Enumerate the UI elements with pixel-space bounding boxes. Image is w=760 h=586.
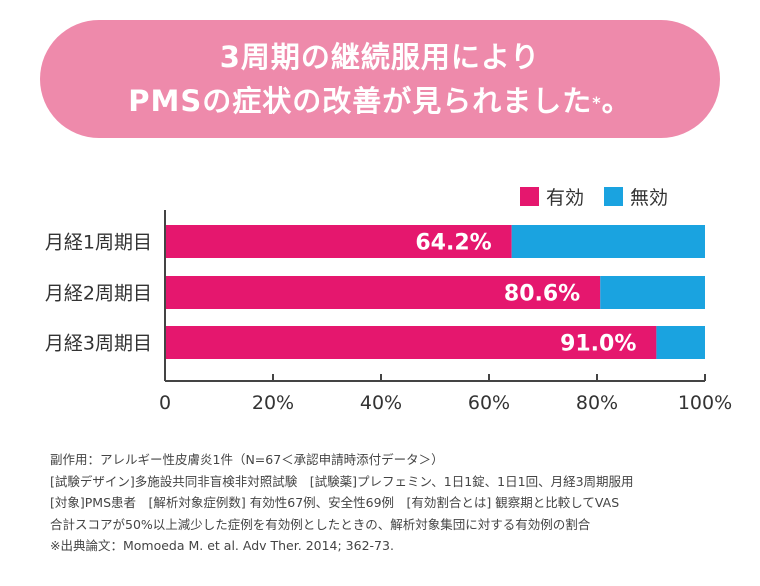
footnote-mark: * xyxy=(592,93,602,112)
x-tick-label: 0 xyxy=(159,392,171,414)
bar-effective xyxy=(165,326,657,359)
chart-legend: 有効 無効 xyxy=(520,183,688,210)
headline-line-2: PMSの症状の改善が見られました*。 xyxy=(128,79,631,123)
category-label: 月経3周期目 xyxy=(45,333,152,355)
x-tick-label: 40% xyxy=(360,392,402,414)
headline-line-2-end: 。 xyxy=(601,84,632,118)
footnote-line: [対象]PMS患者 [解析対象症例数] 有効性67例、安全性69例 [有効割合と… xyxy=(50,495,620,510)
footnote-line: 合計スコアが50%以上減少した症例を有効例としたときの、解析対象集団に対する有効… xyxy=(50,516,591,532)
bar-effective xyxy=(165,276,601,309)
legend-swatch-ineffective xyxy=(604,187,624,206)
legend-item-ineffective: 無効 xyxy=(604,183,668,210)
x-tick-label: 100% xyxy=(678,392,732,414)
footnote-line: ※出典論文：Momoeda M. et al. Adv Ther. 2014; … xyxy=(50,538,394,553)
headline-line-2-text: PMSの症状の改善が見られました xyxy=(128,84,593,118)
bar-ineffective xyxy=(511,225,705,258)
bar-effective xyxy=(165,225,512,258)
footnote-line: [試験デザイン]多施設共同非盲検非対照試験 [試験薬]プレフェミン、1日1錠、1… xyxy=(50,473,634,489)
x-tick-label: 20% xyxy=(252,392,294,414)
legend-swatch-effective xyxy=(520,187,539,206)
bar-ineffective xyxy=(600,276,705,309)
stacked-bar-chart: 64.2% 月経1周期目 80.6% 月経2周期目 91.0% 月経3周期目 0 20% 40%… xyxy=(45,210,732,414)
data-label: 64.2% xyxy=(415,231,491,256)
footnotes: 副作用：アレルギー性皮膚炎1件（N=67＜承認申請時添付データ＞） [試験デザイ… xyxy=(50,449,740,557)
x-tick-label: 80% xyxy=(576,392,618,414)
footnote-line: 副作用：アレルギー性皮膚炎1件（N=67＜承認申請時添付データ＞） xyxy=(50,452,444,467)
data-label: 80.6% xyxy=(504,282,580,307)
x-tick-label: 60% xyxy=(468,392,510,414)
legend-label-effective: 有効 xyxy=(546,187,585,209)
headline-banner: 3周期の継続服用により PMSの症状の改善が見られました*。 xyxy=(40,20,720,138)
legend-label-ineffective: 無効 xyxy=(630,187,669,209)
headline-line-1: 3周期の継続服用により xyxy=(219,40,541,74)
category-label: 月経1周期目 xyxy=(45,232,152,254)
bar-ineffective xyxy=(656,326,705,359)
data-label: 91.0% xyxy=(560,332,636,357)
category-label: 月経2周期目 xyxy=(45,283,152,305)
legend-item-effective: 有効 xyxy=(520,183,584,210)
